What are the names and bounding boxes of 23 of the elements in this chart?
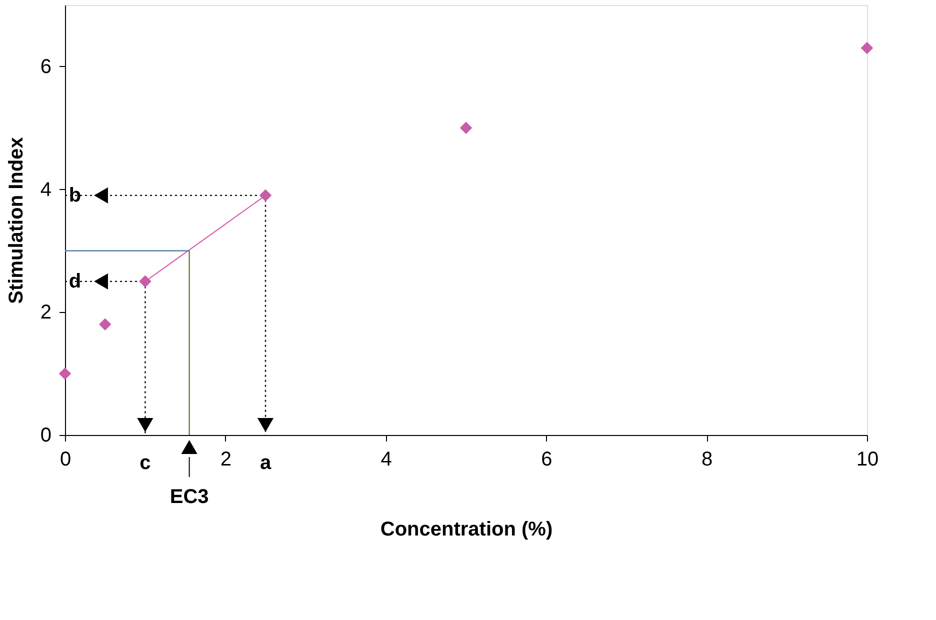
point	[58, 367, 72, 380]
annotation: EC3	[170, 486, 209, 508]
y-tick-label: 6	[40, 56, 52, 78]
annotation: c	[140, 452, 151, 474]
x-tick-label: 0	[60, 448, 72, 470]
y-axis-title: Stimulation Index	[5, 137, 28, 304]
x-tick-label: 2	[220, 448, 232, 470]
point	[139, 275, 152, 288]
x-tick-label: 6	[541, 448, 552, 470]
x-tick-label: 4	[380, 448, 392, 470]
y-tick-label: 4	[40, 178, 52, 201]
point	[98, 318, 112, 331]
y-tick-label: 0	[40, 424, 52, 446]
point	[860, 42, 874, 54]
y-tick-label: 2	[40, 302, 52, 324]
x-axis-title: Concentration (%)	[380, 518, 553, 540]
annotation: b	[68, 184, 82, 206]
point	[259, 189, 272, 202]
point	[460, 122, 472, 134]
x-tick-label: 8	[702, 448, 713, 470]
x-tick-label: 10	[856, 448, 879, 470]
annotation: d	[68, 270, 82, 292]
annotation: a	[260, 452, 272, 474]
